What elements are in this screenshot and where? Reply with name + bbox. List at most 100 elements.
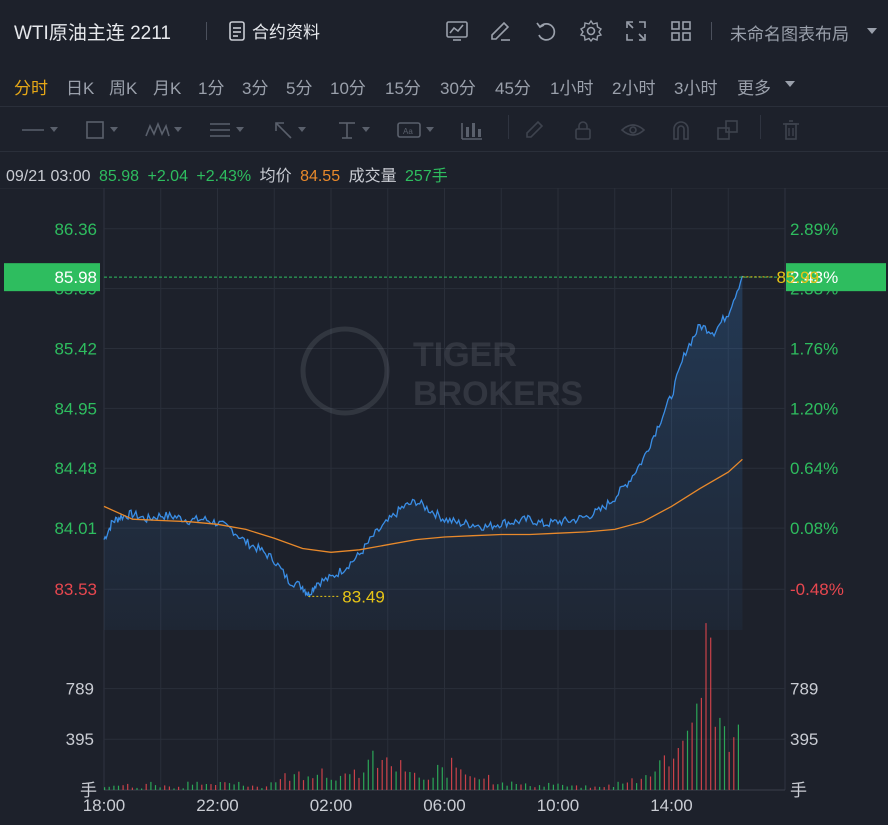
volume-bar [668, 766, 670, 790]
price-line [103, 275, 744, 598]
volume-bar [127, 783, 129, 790]
tab-2hour[interactable]: 2小时 [612, 79, 656, 98]
indicator-icon[interactable] [444, 18, 470, 44]
lock-tool[interactable] [572, 117, 594, 143]
volume-bar [566, 786, 568, 790]
price-tick-label: 84.95 [54, 399, 97, 418]
volume-bar [312, 778, 314, 790]
intraday-chart[interactable]: 86.362.89%85.892.33%85.421.76%84.951.20%… [0, 188, 888, 825]
grid-layout-icon[interactable] [668, 18, 694, 44]
volume-bar [191, 784, 194, 790]
volume-bar [737, 724, 739, 790]
volume-bar [372, 750, 374, 790]
volume-bar [261, 788, 263, 790]
bar-measure-icon [461, 123, 482, 140]
line-tool[interactable] [20, 117, 58, 143]
delete-tool[interactable] [780, 117, 802, 143]
tab-30min[interactable]: 30分 [440, 79, 476, 98]
volume-bar [390, 766, 392, 790]
volume-bar [608, 784, 610, 790]
tab-45min[interactable]: 45分 [495, 79, 531, 98]
tab-3min[interactable]: 3分 [242, 79, 269, 98]
tab-intraday[interactable]: 分时 [14, 79, 48, 98]
tab-1hour[interactable]: 1小时 [550, 79, 594, 98]
edit-icon[interactable] [488, 18, 514, 44]
quote-change-pct: +2.43% [196, 168, 252, 185]
tab-more[interactable]: 更多 [737, 79, 771, 98]
volume-bar [719, 717, 721, 790]
tab-5min[interactable]: 5分 [286, 79, 313, 98]
clone-tool[interactable] [716, 117, 740, 143]
contract-info-label: 合约资料 [252, 23, 320, 42]
tab-1min[interactable]: 1分 [198, 79, 225, 98]
volume-bar [215, 785, 217, 790]
volume-bar [400, 760, 402, 790]
arrow-tool[interactable] [272, 117, 306, 143]
volume-tick-label: 789 [66, 680, 94, 699]
volume-bar [705, 623, 707, 790]
tab-3hour[interactable]: 3小时 [674, 79, 718, 98]
avg-price-value: 84.55 [300, 168, 341, 185]
magnet-tool[interactable] [670, 117, 692, 143]
label-tool[interactable]: Aa [396, 117, 434, 143]
fibonacci-icon [210, 123, 230, 137]
tab-month[interactable]: 月K [153, 79, 182, 98]
line-icon [22, 129, 44, 131]
volume-bar [682, 740, 684, 790]
volume-bar [460, 769, 462, 790]
tab-15min[interactable]: 15分 [385, 79, 421, 98]
fib-tool[interactable] [208, 117, 244, 143]
volume-bar [358, 777, 360, 790]
symbol-title[interactable]: WTI原油主连 2211 [14, 23, 171, 44]
volume-bar [534, 787, 536, 790]
document-icon [229, 20, 245, 41]
x-tick-label: 10:00 [537, 796, 580, 815]
volume-bar [293, 774, 295, 790]
fullscreen-icon[interactable] [623, 18, 649, 44]
layout-selector[interactable]: 未命名图表布局 [730, 25, 849, 44]
volume-bar [168, 786, 170, 790]
volume-bar [640, 778, 642, 790]
caret-down-icon[interactable] [866, 27, 878, 35]
volume-bar [349, 774, 351, 790]
tiger-logo [300, 326, 390, 416]
brush-tool[interactable] [523, 117, 545, 143]
pattern-tool[interactable] [144, 117, 182, 143]
contract-info-button[interactable]: 合约资料 [228, 18, 320, 43]
quote-change: +2.04 [147, 168, 188, 185]
volume-bar [131, 787, 133, 790]
tab-10min[interactable]: 10分 [330, 79, 366, 98]
text-tool[interactable] [336, 117, 370, 143]
volume-bar [330, 779, 332, 790]
volume-bar [585, 785, 587, 790]
volume-bar [617, 781, 619, 790]
visibility-tool[interactable] [620, 117, 646, 143]
tab-week[interactable]: 周K [109, 79, 138, 98]
brush-icon [526, 120, 544, 138]
volume-bar [714, 726, 716, 790]
volume-bar [418, 777, 420, 790]
tab-day[interactable]: 日K [66, 79, 95, 98]
pct-tick-label: 0.64% [790, 459, 838, 478]
volume-bar [548, 782, 550, 790]
volume-bar [363, 772, 365, 790]
undo-icon[interactable] [533, 18, 559, 44]
measure-tool[interactable] [460, 117, 484, 143]
volume-bar [515, 784, 517, 790]
low-price-label: 83.49 [342, 587, 385, 606]
pct-tick-label: 2.89% [790, 220, 838, 239]
drawing-toolbar: Aa [0, 106, 888, 152]
divider [206, 22, 207, 40]
volume-bar [136, 787, 138, 790]
volume-bar [219, 782, 221, 790]
volume-bar [529, 786, 531, 790]
rectangle-tool[interactable] [84, 117, 118, 143]
gear-icon[interactable] [578, 18, 604, 44]
volume-bar [464, 774, 467, 790]
volume-bar [691, 722, 693, 790]
caret-down-icon[interactable] [784, 80, 796, 88]
volume-bar [696, 703, 698, 790]
period-tabs: 分时 日K 周K 月K 1分 3分 5分 10分 15分 30分 45分 1小时… [0, 62, 888, 104]
volume-bar [511, 781, 513, 790]
volume-bar [673, 758, 675, 790]
